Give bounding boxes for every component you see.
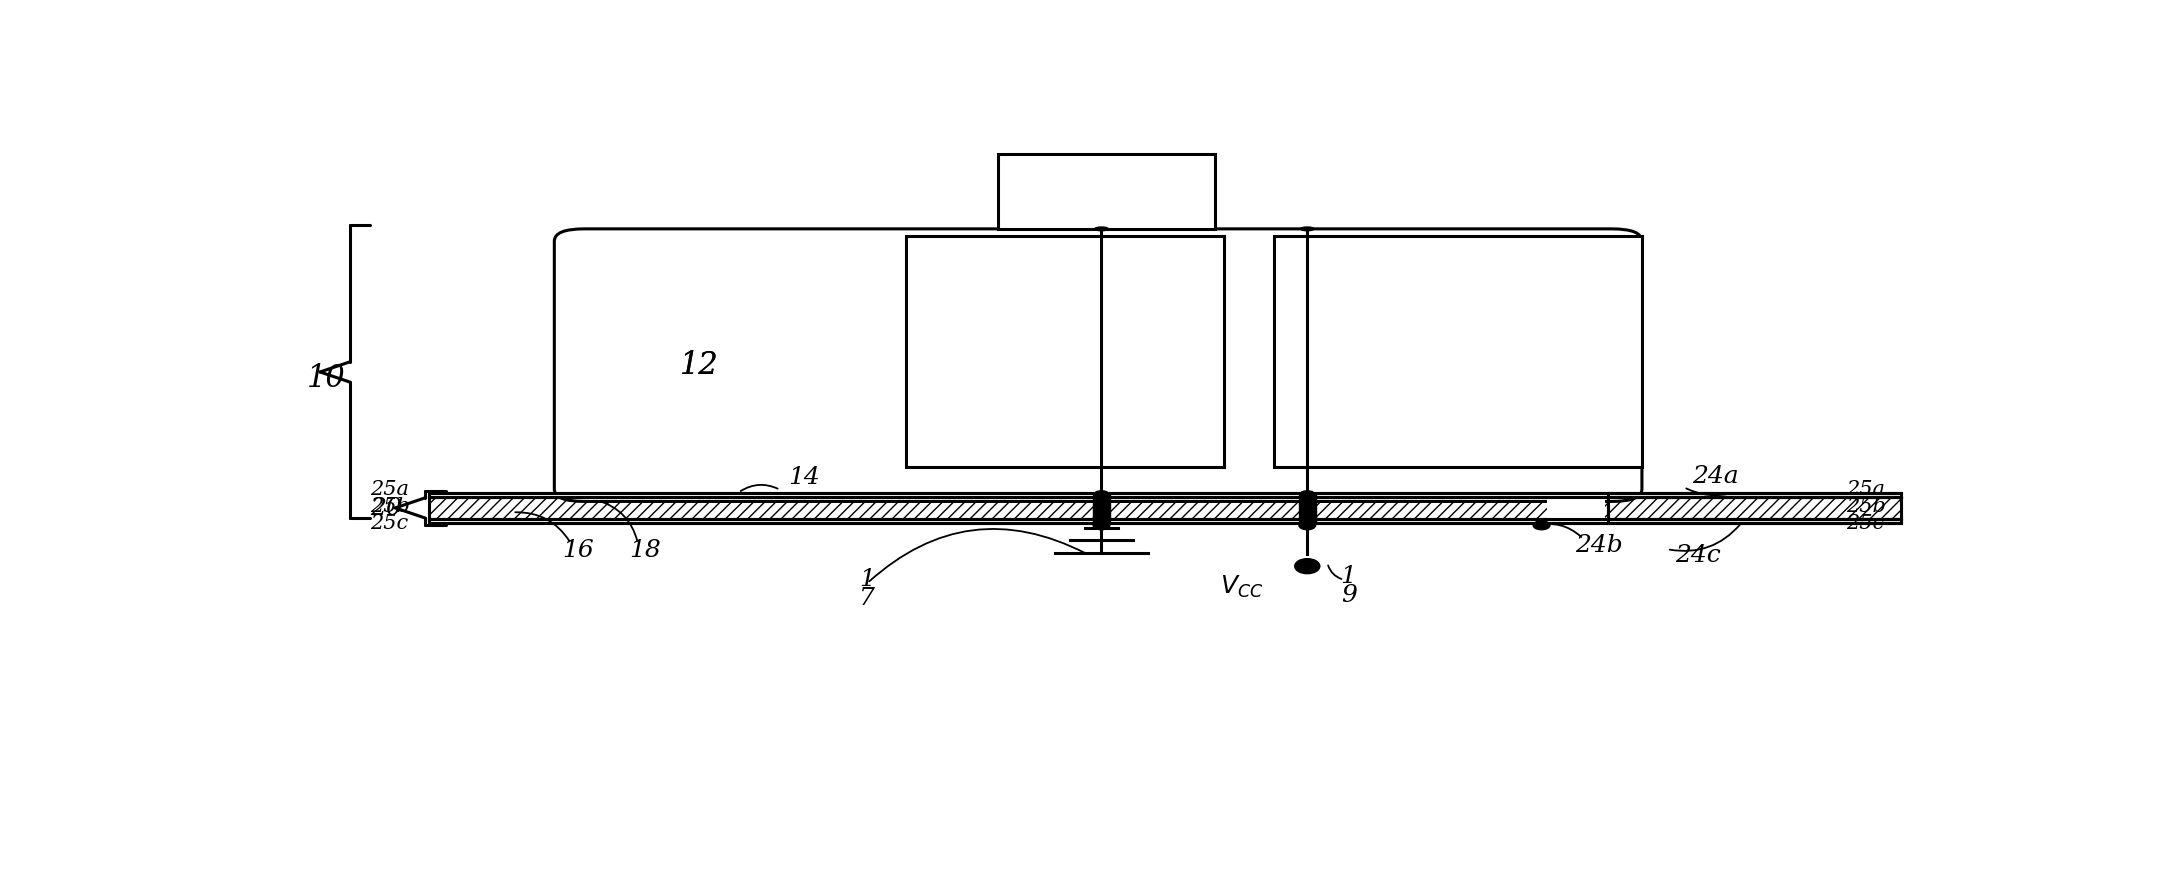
Text: 25b: 25b [371, 496, 410, 516]
Bar [997, 154, 1216, 229]
Text: 20: 20 [371, 496, 402, 519]
Text: 10: 10 [307, 363, 345, 395]
Bar [907, 235, 1224, 467]
Text: 25c: 25c [371, 514, 408, 533]
Ellipse shape [1300, 521, 1315, 530]
Text: 11: 11 [1084, 176, 1118, 204]
Bar [1274, 235, 1641, 467]
Bar [430, 496, 1902, 519]
Text: 9: 9 [1341, 584, 1356, 607]
Text: $V_{CC}$: $V_{CC}$ [1220, 573, 1263, 600]
Ellipse shape [1302, 491, 1313, 494]
Bar [430, 493, 1902, 496]
Text: 25a: 25a [1846, 481, 1885, 499]
Text: 18: 18 [630, 539, 661, 562]
Text: 24c: 24c [1675, 544, 1721, 567]
Ellipse shape [1095, 227, 1108, 231]
Bar [1300, 493, 1315, 523]
Text: 14: 14 [788, 466, 820, 489]
Bar [1092, 493, 1110, 523]
Text: 1: 1 [1341, 565, 1356, 588]
Text: 12: 12 [680, 350, 719, 381]
Text: 25a: 25a [371, 481, 410, 499]
Text: 7: 7 [859, 587, 874, 610]
Text: 24b: 24b [1576, 535, 1624, 558]
Ellipse shape [1095, 491, 1108, 494]
Text: 13a: 13a [997, 381, 1045, 404]
Ellipse shape [1300, 227, 1315, 231]
FancyBboxPatch shape [555, 229, 1643, 502]
Text: 13b: 13b [1382, 381, 1429, 404]
Bar [1608, 496, 1902, 519]
Bar [1546, 498, 1604, 518]
Ellipse shape [1295, 558, 1319, 573]
Text: 24a: 24a [1693, 466, 1738, 489]
Ellipse shape [1092, 521, 1110, 530]
Text: 12: 12 [680, 350, 719, 381]
Bar [430, 519, 1902, 523]
Text: 16: 16 [563, 539, 594, 562]
Ellipse shape [1533, 521, 1550, 530]
Text: 25b: 25b [1846, 496, 1887, 516]
Text: 1: 1 [859, 568, 874, 591]
Text: 25c: 25c [1846, 514, 1885, 533]
